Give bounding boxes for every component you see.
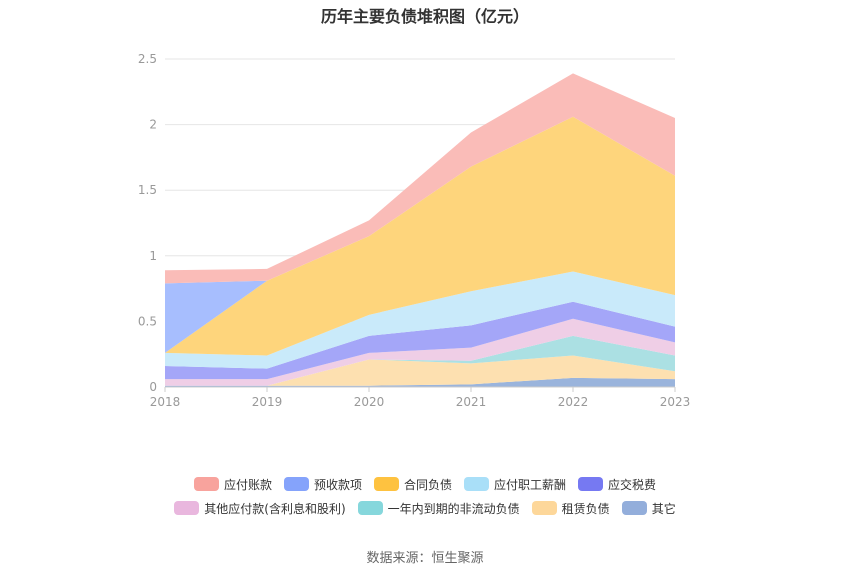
x-tick-label: 2018 [150,395,181,409]
legend-swatch [174,501,200,515]
legend-swatch [193,477,219,491]
x-tick-label: 2023 [660,395,691,409]
legend-item[interactable]: 预收款项 [283,476,362,493]
legend-swatch [531,501,557,515]
legend-swatch [373,477,399,491]
stacked-area-chart: 0 0.5 1 1.5 2 2.5 2018 2019 2020 2021 2022 2023 [138,52,690,409]
axis-layer: 0 0.5 1 1.5 2 2.5 2018 2019 2020 2021 2022 2023 [138,52,690,409]
x-tick-label: 2019 [252,395,283,409]
y-tick-label: 2.5 [138,52,157,66]
legend-label: 其它 [651,501,676,516]
legend-swatch [621,501,647,515]
area-series-8 [165,73,675,284]
legend: 应付账款 预收款项 合同负债 应付职工薪酬 应交税费 其他应付款(含利息和股利) 一年内到… [0,472,850,520]
area-layer [165,73,675,387]
legend-swatch [357,501,383,515]
source-note: 数据来源：恒生聚源 [366,551,484,566]
y-tick-label: 0.5 [138,314,157,328]
legend-item[interactable]: 其他应付款(含利息和股利) [174,500,346,517]
legend-swatch [578,477,604,491]
legend-item[interactable]: 应付职工薪酬 [464,476,566,493]
area-series-1 [165,355,675,386]
legend-item[interactable]: 一年内到期的非流动负债 [357,500,520,517]
legend-label: 合同负债 [403,477,452,492]
y-tick-label: 2 [149,118,157,132]
legend-item[interactable]: 应交税费 [578,476,656,493]
legend-label: 应付职工薪酬 [494,477,567,492]
x-tick-label: 2020 [354,395,385,409]
legend-swatch [283,477,309,491]
area-series-2 [165,335,675,386]
legend-label: 预收款项 [313,477,362,492]
legend-item[interactable]: 合同负债 [373,476,452,493]
y-tick-label: 1.5 [138,183,157,197]
legend-label: 一年内到期的非流动负债 [387,501,520,516]
legend-label: 应交税费 [608,477,657,492]
x-tick-label: 2022 [558,395,589,409]
area-series-3 [165,318,675,386]
legend-swatch [464,477,489,491]
legend-row-1: 应付账款 预收款项 合同负债 应付职工薪酬 应交税费 [0,472,850,496]
area-series-6 [165,116,675,356]
legend-label: 应付账款 [223,477,272,492]
y-tick-label: 0 [149,380,157,394]
area-series-4 [165,301,675,380]
area-series-5 [165,271,675,369]
legend-label: 其他应付款(含利息和股利) [204,501,346,516]
y-tick-label: 1 [149,249,157,263]
legend-item[interactable]: 租赁负债 [531,500,610,517]
area-series-0 [165,377,675,387]
chart-title: 历年主要负债堆积图（亿元） [320,7,529,26]
legend-item[interactable]: 应付账款 [193,476,272,493]
legend-row-2: 其他应付款(含利息和股利) 一年内到期的非流动负债 租赁负债 其它 [0,496,850,520]
legend-label: 租赁负债 [561,501,610,516]
legend-item[interactable]: 其它 [621,500,676,517]
x-tick-label: 2021 [456,395,487,409]
